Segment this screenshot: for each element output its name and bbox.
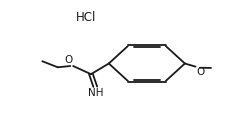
Text: O: O [65,55,73,65]
Text: HCl: HCl [76,11,96,23]
Text: O: O [196,67,205,77]
Text: NH: NH [88,88,103,98]
